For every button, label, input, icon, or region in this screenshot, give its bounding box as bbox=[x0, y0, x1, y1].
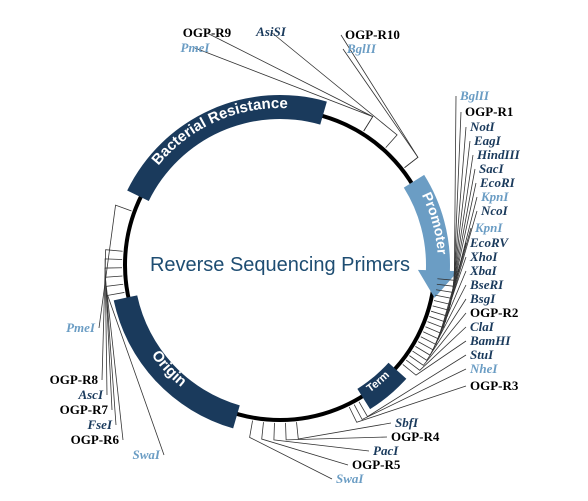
site-label: SacI bbox=[479, 161, 505, 176]
tick-line bbox=[406, 327, 466, 370]
site-label: OGP-R8 bbox=[50, 372, 99, 387]
site-label: BsgI bbox=[469, 291, 496, 306]
tick-line bbox=[297, 422, 391, 439]
site-label: OGP-R6 bbox=[71, 432, 120, 447]
site-label: PmeI bbox=[181, 40, 211, 55]
site-label: NheI bbox=[469, 361, 498, 376]
site-label: OGP-R3 bbox=[470, 378, 519, 393]
site-label: PacI bbox=[373, 443, 399, 458]
site-label: HindIII bbox=[476, 147, 521, 162]
site-label: XbaI bbox=[469, 263, 498, 278]
site-label: BglII bbox=[346, 41, 377, 56]
site-label: OGP-R7 bbox=[60, 402, 109, 417]
site-label: EagI bbox=[473, 133, 502, 148]
site-label: NcoI bbox=[480, 203, 509, 218]
site-label: KpnI bbox=[480, 189, 509, 204]
site-label: BamHI bbox=[469, 333, 511, 348]
site-label: FseI bbox=[86, 417, 113, 432]
site-label: NotI bbox=[469, 119, 496, 134]
plasmid-map: PromoterTermOriginBacterial ResistanceRe… bbox=[0, 0, 588, 501]
tick-line bbox=[343, 49, 418, 168]
site-label: SbfI bbox=[395, 415, 419, 430]
site-label: OGP-R2 bbox=[470, 305, 518, 320]
site-label: AscI bbox=[77, 387, 104, 402]
tick-line bbox=[271, 32, 397, 148]
tick-line bbox=[250, 421, 332, 479]
site-label: EcoRV bbox=[469, 235, 509, 250]
site-label: OGP-R1 bbox=[465, 104, 513, 119]
site-label: PmeI bbox=[66, 320, 96, 335]
site-label: BglII bbox=[459, 88, 490, 103]
site-label: OGP-R10 bbox=[345, 27, 400, 42]
site-label: XhoI bbox=[469, 249, 498, 264]
tick-line bbox=[286, 423, 387, 440]
site-label: SwaI bbox=[336, 471, 364, 486]
site-label: AsiSI bbox=[255, 24, 287, 39]
site-label: KpnI bbox=[474, 220, 503, 235]
site-label: StuI bbox=[470, 347, 494, 362]
site-label: ClaI bbox=[470, 319, 495, 334]
arc-origin bbox=[114, 295, 240, 428]
site-label: OGP-R5 bbox=[352, 457, 401, 472]
site-label: SwaI bbox=[133, 447, 161, 462]
site-label: EcoRI bbox=[479, 175, 516, 190]
site-label: OGP-R9 bbox=[183, 25, 232, 40]
site-label: OGP-R4 bbox=[391, 429, 440, 444]
center-title: Reverse Sequencing Primers bbox=[150, 254, 410, 276]
site-label: BseRI bbox=[469, 277, 504, 292]
